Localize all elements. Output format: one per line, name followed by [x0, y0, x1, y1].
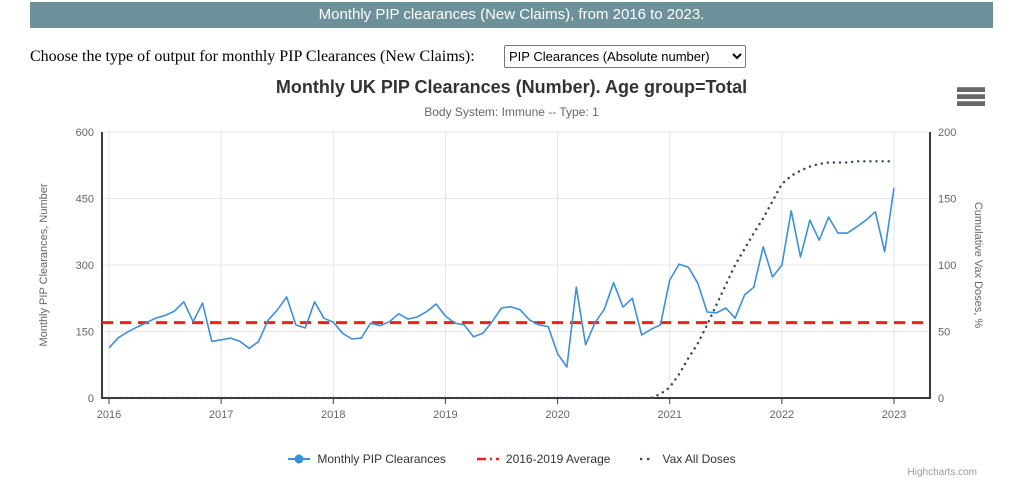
- chart-subtitle: Body System: Immune -- Type: 1: [424, 105, 599, 119]
- legend-label: Monthly PIP Clearances: [317, 452, 446, 466]
- page-banner: Monthly PIP clearances (New Claims), fro…: [30, 2, 993, 28]
- vax-doses-series: [107, 160, 896, 400]
- hamburger-bar: [957, 94, 985, 99]
- y-left-tick-label: 150: [76, 327, 94, 339]
- x-tick-label: 2016: [97, 409, 121, 421]
- y-right-axis-title: Cumulative Vax Doses, %: [972, 202, 984, 329]
- y-left-axis-title: Monthly PIP Clearances, Number: [38, 183, 50, 346]
- legend-item[interactable]: Vax All Doses: [640, 452, 736, 466]
- y-left-tick-label: 0: [88, 393, 94, 405]
- y-right-tick-label: 0: [938, 393, 944, 405]
- y-left-tick-label: 600: [76, 127, 94, 139]
- x-tick-label: 2017: [209, 409, 233, 421]
- y-right-tick-label: 200: [938, 127, 956, 139]
- chart-legend: Monthly PIP Clearances 2016-2019 Average V…: [0, 452, 1023, 466]
- legend-label: 2016-2019 Average: [505, 452, 611, 466]
- output-type-select[interactable]: PIP Clearances (Absolute number): [504, 45, 746, 68]
- pip-clearances-series: [108, 187, 895, 368]
- y-right-tick-label: 150: [938, 194, 956, 206]
- y-left-tick-label: 450: [76, 194, 94, 206]
- x-tick-label: 2019: [433, 409, 457, 421]
- x-tick-label: 2020: [545, 409, 569, 421]
- y-right-tick-label: 100: [938, 260, 956, 272]
- legend-marker-dotted: [640, 457, 657, 461]
- chart-title: Monthly UK PIP Clearances (Number). Age …: [275, 77, 748, 97]
- legend-marker-dashed: [476, 457, 499, 461]
- x-tick-label: 2018: [321, 409, 345, 421]
- legend-label: Vax All Doses: [662, 452, 736, 466]
- output-type-label: Choose the type of output for monthly PI…: [30, 48, 475, 65]
- x-tick-label: 2023: [882, 409, 906, 421]
- hamburger-menu-icon[interactable]: [957, 87, 985, 106]
- highcharts-credits[interactable]: Highcharts.com: [907, 467, 977, 478]
- x-tick-label: 2021: [657, 409, 681, 421]
- legend-item[interactable]: 2016-2019 Average: [476, 452, 611, 466]
- y-left-tick-label: 300: [76, 260, 94, 272]
- legend-item[interactable]: Monthly PIP Clearances: [287, 452, 446, 466]
- hamburger-bar: [957, 101, 985, 106]
- legend-marker-solid: [288, 454, 311, 464]
- hamburger-bar: [957, 87, 985, 92]
- plot-frame: [101, 132, 931, 399]
- y-right-tick-label: 50: [938, 327, 950, 339]
- x-tick-label: 2022: [770, 409, 794, 421]
- legend-marker-dot: [294, 454, 304, 464]
